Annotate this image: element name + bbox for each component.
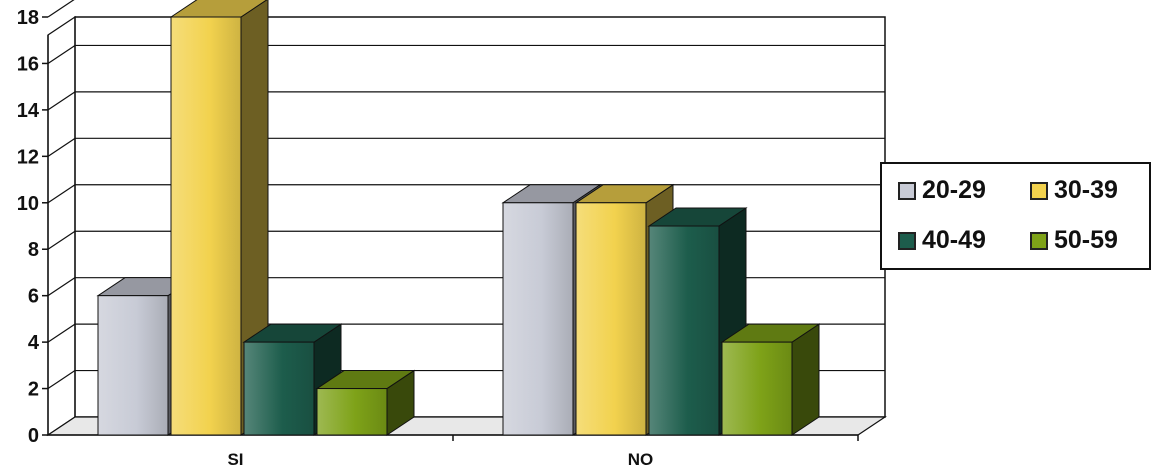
gridline-side	[47, 0, 75, 18]
gridline-side	[47, 44, 76, 64]
legend-label: 40-49	[922, 226, 986, 254]
legend-label: 20-29	[922, 176, 986, 204]
legend-item-50-59: 50-59	[1030, 226, 1118, 255]
y-tick-label: 12	[17, 146, 39, 168]
legend-swatch	[1030, 181, 1048, 200]
y-tick-label: 6	[28, 286, 39, 308]
bar-front	[243, 341, 315, 436]
bar	[720, 323, 821, 436]
bar-front	[97, 295, 169, 436]
bar-side	[791, 323, 820, 436]
bar	[315, 369, 416, 436]
legend-swatch	[898, 231, 916, 250]
y-tick-label: 10	[17, 193, 39, 215]
gridline-side	[47, 370, 76, 390]
gridline-side	[47, 277, 76, 297]
legend-item-20-29: 20-29	[898, 176, 986, 205]
legend-label: 30-39	[1054, 176, 1118, 204]
plot-side-wall	[47, 15, 76, 437]
legend: 20-29 30-39 40-49 50-59	[880, 162, 1151, 270]
y-tick-label: 18	[17, 7, 39, 29]
legend-swatch	[1030, 231, 1048, 250]
y-tick-label: 0	[28, 425, 39, 447]
bars	[96, 0, 821, 436]
bar-front	[721, 341, 793, 436]
y-tick-label: 2	[28, 379, 39, 401]
y-tick-label: 4	[28, 332, 40, 354]
x-tick-label: SI	[227, 450, 243, 469]
bar-front	[575, 202, 647, 436]
bar-front	[316, 388, 388, 436]
gridline-side	[47, 230, 76, 250]
legend-item-40-49: 40-49	[898, 226, 986, 255]
legend-swatch	[898, 181, 916, 200]
y-tick-label: 8	[28, 239, 39, 261]
legend-label: 50-59	[1054, 226, 1118, 254]
axis-labels: 0 2 4 6 8 10 12 14 16 18 SI NO	[17, 7, 654, 469]
gridline-side	[47, 137, 76, 157]
bar-front	[170, 16, 242, 436]
gridline-side	[47, 91, 76, 111]
y-tick-label: 16	[17, 53, 39, 75]
gridline-side	[47, 184, 76, 204]
y-tick-label: 14	[17, 100, 40, 122]
legend-item-30-39: 30-39	[1030, 176, 1118, 205]
bar-front	[648, 225, 720, 436]
gridline-side	[47, 323, 76, 343]
bar-front	[502, 202, 574, 436]
x-tick-label: NO	[628, 450, 654, 469]
bar	[242, 323, 343, 436]
